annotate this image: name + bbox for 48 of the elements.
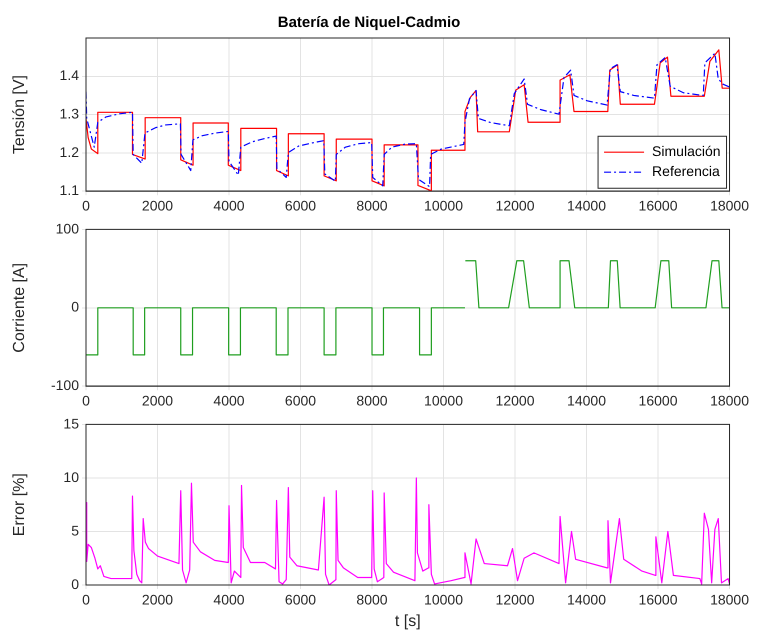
x-tick-label: 6000	[284, 392, 316, 408]
x-tick-label: 14000	[567, 392, 606, 408]
legend-label: Simulación	[652, 143, 721, 160]
y-tick-label: -100	[50, 377, 80, 394]
x-tick-label: 10000	[424, 197, 464, 214]
x-tick-label: 8000	[356, 591, 388, 608]
x-tick-label: 8000	[356, 197, 388, 214]
y-tick-label: 100	[56, 220, 80, 236]
y-tick-label: 1.4	[60, 67, 80, 84]
x-tick-label: 14000	[567, 197, 606, 214]
x-tick-label: 2000	[142, 392, 174, 408]
x-axis-title: t [s]	[394, 612, 421, 630]
x-tick-label: 16000	[638, 392, 678, 408]
x-tick-label: 14000	[567, 591, 606, 608]
x-tick-label: 2000	[142, 591, 174, 608]
y-tick-label: 1.1	[60, 182, 80, 198]
x-tick-label: 16000	[638, 197, 678, 214]
y-axis-title: Corriente [A]	[11, 262, 28, 353]
x-tick-label: 10000	[424, 392, 464, 408]
legend-label: Referencia	[652, 163, 720, 180]
x-tick-label: 18000	[710, 392, 750, 408]
y-tick-label: 10	[63, 468, 80, 485]
y-tick-label: 1.2	[60, 144, 80, 160]
y-axis-title: Tensión [V]	[11, 75, 28, 154]
chart-title: Batería de Niquel-Cadmio	[278, 14, 460, 32]
x-tick-label: 2000	[142, 197, 174, 214]
x-tick-label: 12000	[496, 392, 535, 408]
x-tick-label: 4000	[213, 197, 245, 214]
y-tick-label: 0	[71, 576, 80, 592]
y-tick-label: 1.3	[60, 105, 80, 122]
x-tick-label: 4000	[213, 591, 245, 608]
x-tick-label: 6000	[284, 197, 316, 214]
x-tick-label: 16000	[638, 591, 678, 608]
x-tick-label: 12000	[496, 591, 535, 608]
y-axis-title: Error [%]	[11, 473, 28, 536]
y-tick-label: 15	[63, 415, 80, 432]
x-tick-label: 0	[82, 197, 90, 214]
x-tick-label: 18000	[710, 591, 750, 608]
x-tick-label: 6000	[284, 591, 316, 608]
y-tick-label: 0	[71, 298, 80, 315]
x-tick-label: 8000	[356, 392, 388, 408]
x-tick-label: 4000	[213, 392, 245, 408]
x-tick-label: 0	[82, 392, 90, 408]
x-tick-label: 0	[82, 591, 90, 608]
x-tick-label: 12000	[496, 197, 535, 214]
y-tick-label: 5	[71, 522, 80, 538]
x-tick-label: 18000	[710, 197, 750, 214]
x-tick-label: 10000	[424, 591, 464, 608]
